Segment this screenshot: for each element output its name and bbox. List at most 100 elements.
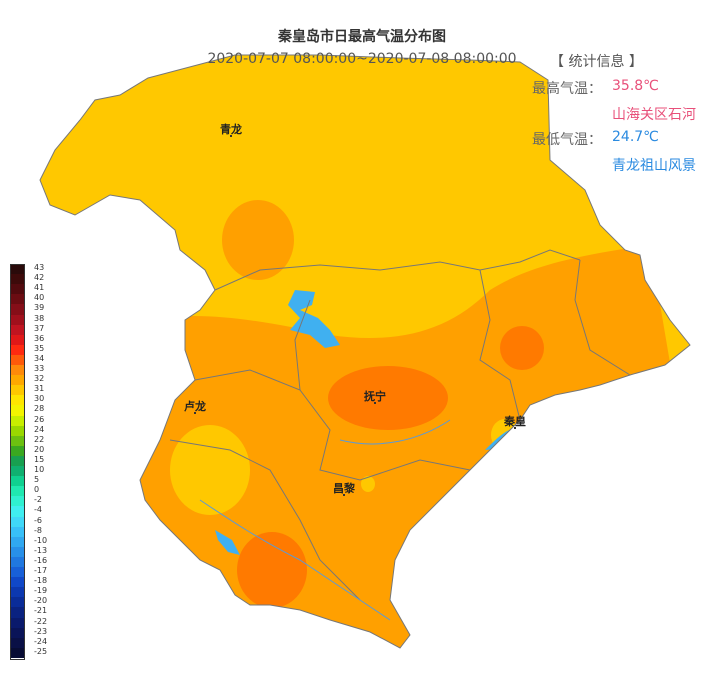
- legend-label: -8: [34, 525, 42, 535]
- legend-label: 20: [34, 444, 45, 454]
- legend-swatch: [10, 344, 24, 356]
- legend-swatch: [10, 365, 24, 376]
- legend-swatch: [10, 556, 24, 568]
- legend-swatch: [10, 435, 24, 447]
- legend-label: -19: [34, 586, 48, 596]
- place-label: 昌黎: [333, 482, 355, 495]
- legend-label: 33: [34, 364, 45, 373]
- max-value: 35.8℃: [612, 78, 659, 94]
- legend-swatch: [10, 284, 24, 295]
- legend-label: 5: [34, 475, 40, 485]
- legend-swatch: [10, 264, 24, 275]
- min-place: 青龙祖山风景: [612, 158, 696, 174]
- legend-label: 15: [34, 454, 45, 464]
- place-dot: [194, 412, 196, 414]
- legend-swatch: [10, 546, 24, 558]
- place-dot: [343, 494, 345, 496]
- legend-swatch: [10, 536, 24, 548]
- legend-swatch: [10, 627, 24, 638]
- legend-label: 26: [34, 414, 45, 424]
- legend-label: 24: [34, 424, 45, 434]
- legend-swatch: [10, 354, 24, 366]
- subtitle: 2020-07-07 08:00:00~2020-07-08 08:00:00: [207, 51, 517, 67]
- legend-swatch: [10, 516, 24, 527]
- legend-label: -23: [34, 626, 48, 636]
- legend-swatch: [10, 294, 24, 305]
- legend-label: 41: [34, 283, 45, 293]
- legend-label: 10: [34, 465, 45, 474]
- legend-swatch: [10, 415, 24, 426]
- legend-label: -6: [34, 515, 42, 525]
- legend-label: 31: [34, 384, 45, 394]
- legend-border: [10, 264, 25, 660]
- legend-label: -4: [34, 505, 42, 515]
- legend-swatch: [10, 395, 24, 406]
- legend-swatch: [10, 526, 24, 537]
- legend-label: 28: [34, 404, 45, 414]
- legend-label: -20: [34, 596, 48, 606]
- place-label: 秦皇: [504, 415, 526, 428]
- place-dot: [230, 135, 232, 137]
- legend-label: 37: [34, 323, 45, 333]
- water: [215, 290, 340, 555]
- legend-label: -10: [34, 535, 48, 545]
- legend-swatch: [10, 476, 24, 487]
- legend-label: 30: [34, 394, 45, 404]
- legend-label: -16: [34, 555, 48, 565]
- legend-swatch: [10, 425, 24, 436]
- legend-swatch: [10, 466, 24, 477]
- boundaries: [39, 54, 691, 649]
- legend-swatch: [10, 385, 24, 396]
- legend-swatch: [10, 486, 24, 497]
- stats-heading: 【 统计信息 】: [550, 54, 643, 70]
- legend-swatch: [10, 405, 24, 416]
- legend-label: -17: [34, 566, 48, 575]
- legend-label: 43: [34, 263, 45, 272]
- min-label: 最低气温：: [532, 132, 602, 148]
- legend-swatch: [10, 496, 24, 507]
- min-value: 24.7℃: [612, 129, 659, 145]
- legend-swatch: [10, 567, 24, 578]
- legend-label: 38: [34, 313, 45, 323]
- legend-swatch: [10, 607, 24, 618]
- legend-label: 22: [34, 434, 45, 444]
- title: 秦皇岛市日最高气温分布图: [278, 29, 446, 45]
- place-dot: [514, 427, 516, 429]
- legend-label: 39: [34, 303, 45, 313]
- legend-swatch: [10, 597, 24, 608]
- legend-swatch: [10, 587, 24, 598]
- legend-swatch: [10, 375, 24, 386]
- legend-label: 0: [34, 485, 40, 495]
- legend-label: -13: [34, 545, 48, 555]
- place-label: 卢龙: [184, 400, 206, 413]
- legend-swatch: [10, 617, 24, 628]
- legend-label: -22: [34, 616, 48, 626]
- legend-swatch: [10, 304, 24, 315]
- legend-label: 40: [34, 293, 45, 303]
- legend-swatch: [10, 647, 24, 659]
- max-place: 山海关区石河: [612, 107, 696, 123]
- place-label: 抚宁: [364, 390, 386, 403]
- rivers: [199, 419, 451, 621]
- legend-swatch: [10, 314, 24, 325]
- legend-label: 36: [34, 333, 45, 343]
- max-label: 最高气温：: [532, 81, 602, 97]
- legend-swatch: [10, 455, 24, 467]
- legend-swatch: [10, 324, 24, 335]
- legend-label: -24: [34, 636, 48, 646]
- legend-swatch: [10, 506, 24, 517]
- place-label: 青龙: [220, 123, 242, 136]
- legend-label: -25: [34, 646, 48, 656]
- legend-label: -18: [34, 576, 48, 586]
- legend-label: 32: [34, 374, 45, 384]
- legend-swatch: [10, 577, 24, 588]
- legend-label: 34: [34, 353, 45, 363]
- legend-swatch: [10, 445, 24, 457]
- legend-swatch: [10, 637, 24, 649]
- legend-label: -21: [34, 606, 48, 616]
- legend-label: 35: [34, 343, 45, 353]
- legend-label: -2: [34, 495, 42, 505]
